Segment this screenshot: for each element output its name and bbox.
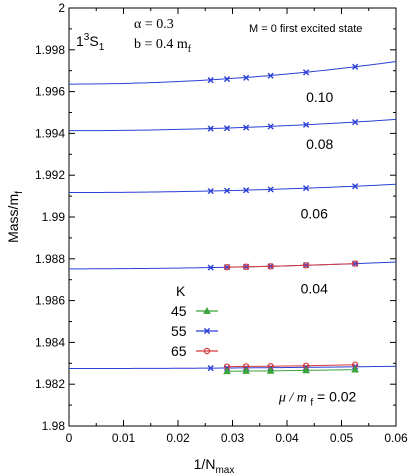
marker-55 [267, 186, 274, 193]
fit-curve [69, 118, 397, 132]
marker-55 [352, 63, 359, 70]
fit-curve [68, 183, 397, 194]
y-axis-title: Mass/mf [5, 191, 25, 243]
x-tick-label: 0.01 [112, 431, 136, 445]
plot-frame [68, 7, 397, 427]
curve-label: 0.08 [306, 136, 333, 152]
legend-marker [203, 327, 211, 335]
mode-label: M = 0 first excited state [249, 23, 362, 35]
curve-label: μ / m f = 0.02 [278, 389, 357, 409]
y-tick-label: 1.99 [42, 210, 66, 224]
marker-55 [207, 264, 214, 271]
y-tick-label: 1.984 [35, 335, 65, 349]
series-line-45 [227, 369, 356, 372]
data-markers [207, 63, 359, 375]
marker-55 [302, 121, 310, 128]
marker-55 [302, 185, 310, 192]
y-tick-label: 1.996 [35, 85, 65, 99]
y-tick-label: 1.988 [35, 252, 65, 266]
x-tick-label: 0.04 [275, 431, 299, 445]
series-line-65 [227, 263, 356, 268]
tick-labels: 0 0.01 0.02 0.03 0.04 0.05 0.06 1.98 1.982 1.984 1… [35, 1, 408, 445]
legend-title: K [176, 283, 186, 299]
fit-curve [69, 261, 397, 270]
fit-curves [68, 61, 397, 370]
curve-label: 0.10 [306, 89, 333, 105]
marker-55 [207, 77, 214, 84]
y-tick-label: 1.986 [35, 294, 65, 308]
x-tick-label: 0.06 [384, 431, 408, 445]
marker-55 [223, 75, 231, 83]
y-tick-label: 1.994 [35, 126, 65, 140]
x-axis-title: 1/Nmax [194, 456, 235, 476]
fit-curve [68, 61, 397, 85]
x-tick-label: 0.03 [221, 431, 245, 445]
marker-55 [352, 183, 359, 190]
alpha-label: α = 0.3 [134, 17, 174, 32]
x-tick-label: 0 [66, 431, 73, 445]
marker-55 [223, 125, 231, 132]
y-tick-label: 1.98 [42, 419, 66, 433]
fit-curve [69, 365, 397, 370]
marker-55 [243, 187, 250, 194]
marker-55 [207, 125, 214, 132]
legend: 45 55 65 [171, 303, 218, 359]
marker-55 [223, 187, 231, 194]
marker-55 [243, 124, 250, 131]
marker-55 [207, 365, 214, 372]
x-tick-label: 0.05 [330, 431, 354, 445]
marker-55 [207, 187, 214, 195]
y-tick-label: 1.992 [35, 168, 65, 182]
legend-label: 45 [171, 303, 187, 319]
legend-marker [203, 347, 211, 355]
curve-label: 0.06 [301, 205, 328, 221]
legend-marker [203, 306, 211, 314]
tick-marks [68, 7, 397, 427]
b-label: b = 0.4 mf [134, 37, 192, 55]
curve-label: 0.04 [301, 280, 328, 296]
legend-label: 65 [171, 343, 187, 359]
series-line-65 [227, 364, 356, 368]
marker-55 [267, 72, 274, 79]
y-tick-label: 1.998 [35, 43, 65, 57]
x-tick-label: 0.02 [166, 431, 190, 445]
y-tick-label: 2 [58, 1, 65, 15]
marker-55 [243, 74, 250, 81]
state-label: 13S1 [76, 32, 105, 53]
marker-55 [352, 119, 359, 126]
marker-55 [302, 69, 310, 76]
marker-55 [267, 123, 274, 130]
legend-label: 55 [171, 323, 187, 339]
y-tick-label: 1.982 [35, 377, 65, 391]
